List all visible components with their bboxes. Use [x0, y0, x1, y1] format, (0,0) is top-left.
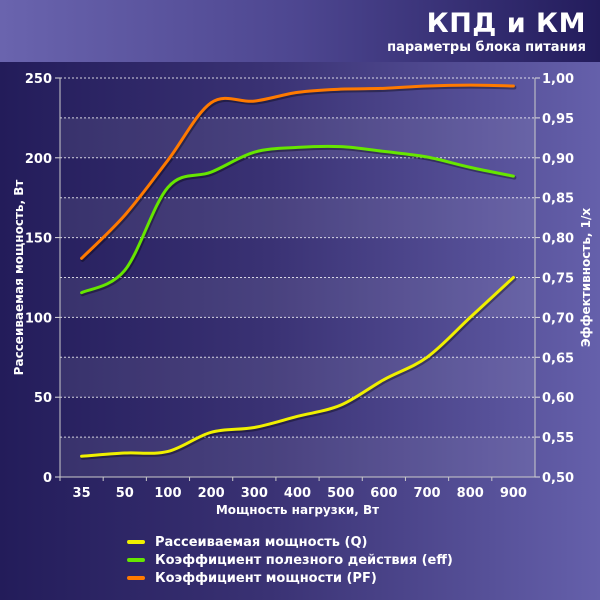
chart-subtitle: параметры блока питания — [387, 40, 586, 55]
legend-label: Коэффициент мощности (PF) — [155, 570, 377, 586]
x-tick-label: 50 — [116, 486, 134, 501]
legend-swatch — [127, 540, 145, 544]
x-tick-label: 500 — [327, 486, 354, 501]
y2-tick-label: 0,90 — [542, 152, 574, 167]
header: КПД и КМ параметры блока питания — [0, 0, 600, 62]
x-tick-label: 200 — [198, 486, 225, 501]
legend-item: Коэффициент полезного действия (eff) — [127, 551, 453, 569]
y2-axis-label: Эффективность, 1/x — [579, 208, 593, 348]
y2-tick-label: 0,85 — [542, 192, 574, 207]
y2-tick-label: 0,65 — [542, 351, 574, 366]
y-tick-label: 150 — [25, 232, 52, 247]
y2-tick-label: 1,00 — [542, 72, 574, 87]
y2-tick-label: 0,75 — [542, 272, 574, 287]
y-axis-label: Рассеиваемая мощность, Вт — [12, 180, 26, 376]
grid-band — [60, 197, 535, 238]
y2-tick-label: 0,55 — [542, 431, 574, 446]
series-shadow — [80, 277, 517, 460]
y2-tick-label: 0,50 — [542, 471, 574, 486]
y2-tick-label: 0,80 — [542, 232, 574, 247]
y-tick-label: 0 — [43, 471, 52, 486]
chart-title: КПД и КМ — [426, 8, 586, 39]
x-tick-label: 800 — [457, 486, 484, 501]
y2-tick-label: 0,60 — [542, 391, 574, 406]
grid-band — [60, 117, 535, 158]
legend-swatch — [127, 576, 145, 580]
x-tick-label: 900 — [500, 486, 527, 501]
grid-band — [60, 437, 535, 477]
y-tick-label: 250 — [25, 72, 52, 87]
legend-label: Рассеиваемая мощность (Q) — [155, 534, 368, 550]
y-tick-label: 200 — [25, 152, 52, 167]
grid-band — [60, 357, 535, 398]
legend-swatch — [127, 558, 145, 562]
x-tick-label: 100 — [154, 486, 181, 501]
legend-label: Коэффициент полезного действия (eff) — [155, 552, 453, 568]
y2-tick-label: 0,95 — [542, 112, 574, 127]
x-tick-label: 700 — [413, 486, 440, 501]
grid-band — [60, 277, 535, 318]
x-tick-label: 400 — [284, 486, 311, 501]
series-shadow — [80, 84, 517, 262]
x-tick-label: 300 — [241, 486, 268, 501]
y2-tick-label: 0,70 — [542, 311, 574, 326]
legend-item: Коэффициент мощности (PF) — [127, 569, 453, 587]
x-tick-label: 35 — [73, 486, 91, 501]
legend-item: Рассеиваемая мощность (Q) — [127, 533, 453, 551]
y-tick-label: 100 — [25, 311, 52, 326]
y-tick-label: 50 — [34, 391, 52, 406]
x-axis-label: Мощность нагрузки, Вт — [216, 503, 379, 517]
x-tick-label: 600 — [370, 486, 397, 501]
legend: Рассеиваемая мощность (Q) Коэффициент пол… — [127, 533, 453, 587]
